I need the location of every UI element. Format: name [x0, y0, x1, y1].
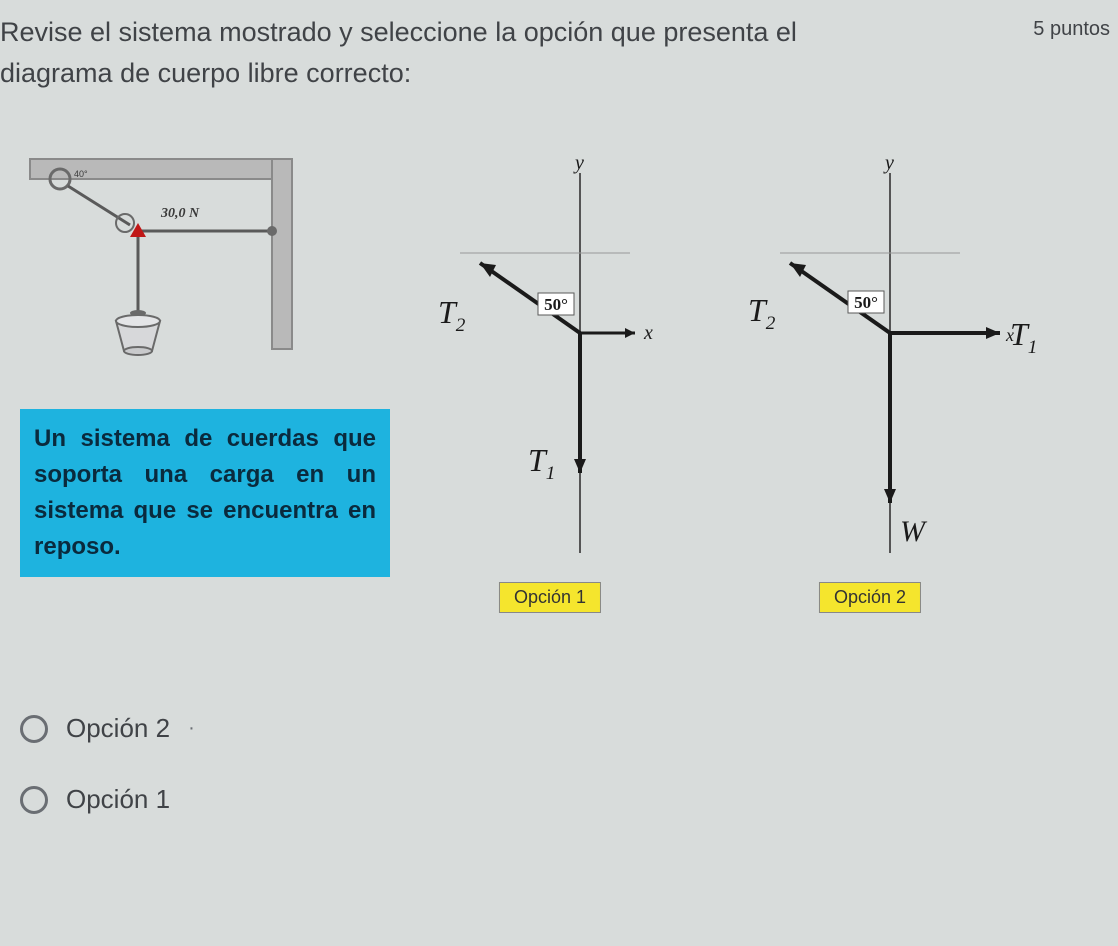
content-row: 30,0 N 40° Un sistema de cuerdas que sop… — [0, 153, 1118, 613]
answer-b-label: Opción 1 — [66, 784, 170, 815]
force-value: 30,0 N — [160, 206, 200, 221]
t2-sub-2: 2 — [766, 313, 776, 334]
description-box: Un sistema de cuerdas que soporta una ca… — [20, 409, 390, 577]
answer-option-1[interactable]: Opción 1 — [20, 784, 1118, 815]
angle-label-2: 50° — [854, 293, 878, 312]
question-line-1: Revise el sistema mostrado y seleccione … — [0, 17, 797, 47]
option-2-label: Opción 2 — [819, 582, 921, 613]
points-label: 5 puntos — [1033, 12, 1110, 93]
radio-icon[interactable] — [20, 715, 48, 743]
question-line-2: diagrama de cuerpo libre correcto: — [0, 58, 411, 88]
svg-text:T2: T2 — [748, 292, 776, 334]
t1r-sub: 1 — [1028, 337, 1038, 358]
left-column: 30,0 N 40° Un sistema de cuerdas que sop… — [20, 153, 380, 613]
svg-text:T2: T2 — [438, 294, 466, 336]
option-1-label: Opción 1 — [499, 582, 601, 613]
diagram-option-1: y x T2 50° T1 Opción 1 — [400, 153, 700, 613]
description-text: Un sistema de cuerdas que soporta una ca… — [34, 421, 376, 565]
radio-icon[interactable] — [20, 786, 48, 814]
dot-marker: · — [188, 717, 195, 740]
answer-option-2[interactable]: Opción 2 · — [20, 713, 1118, 744]
axis-x-label: x — [643, 322, 653, 344]
axis-y-label-2: y — [883, 153, 894, 174]
answers-block: Opción 2 · Opción 1 — [0, 713, 1118, 815]
w-label: W — [900, 515, 928, 548]
axis-y-label: y — [573, 153, 584, 174]
question-prompt: Revise el sistema mostrado y seleccione … — [0, 12, 797, 93]
angle-small: 40° — [74, 169, 88, 179]
svg-text:T1: T1 — [1010, 316, 1037, 358]
t2-sub: 2 — [456, 315, 466, 336]
system-figure: 30,0 N 40° — [20, 153, 320, 373]
answer-a-label: Opción 2 — [66, 713, 170, 744]
angle-label-1: 50° — [544, 295, 568, 314]
diagram-option-2: y x T1 T2 50° W Opción 2 — [720, 153, 1020, 613]
svg-text:T1: T1 — [528, 442, 555, 484]
question-header: Revise el sistema mostrado y seleccione … — [0, 0, 1118, 93]
t1-sub: 1 — [546, 463, 556, 484]
